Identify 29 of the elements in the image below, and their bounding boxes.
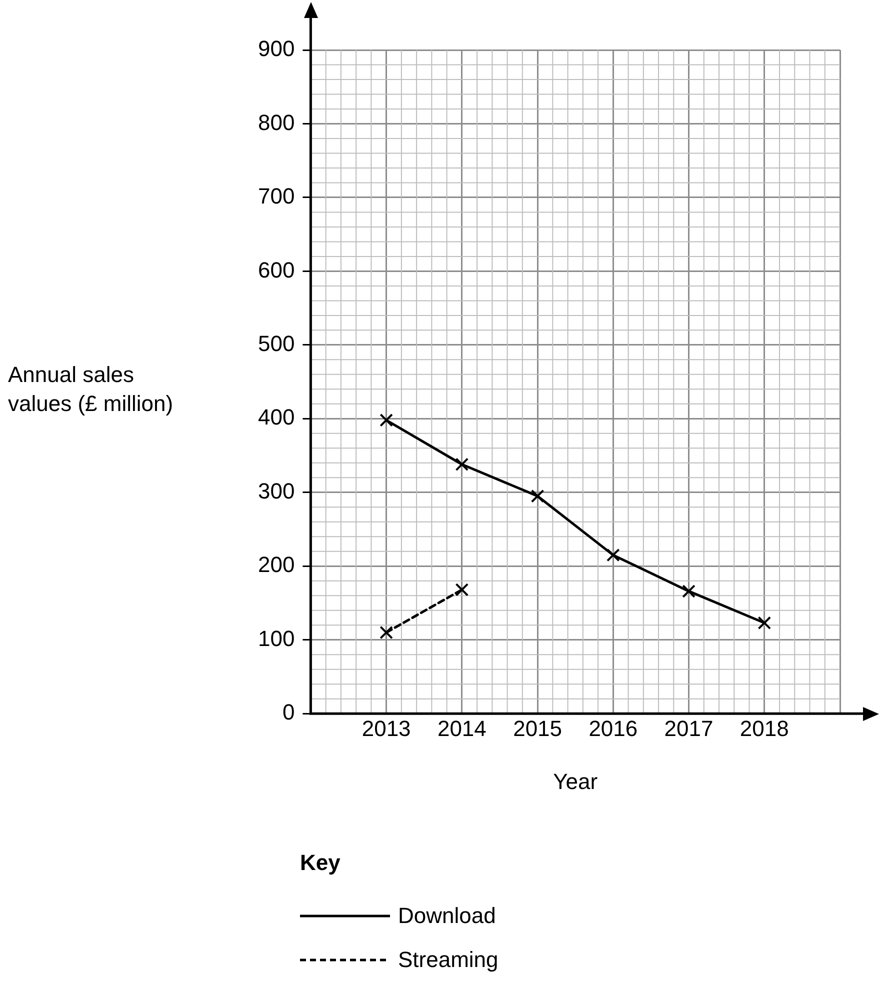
- y-tick-label: 900: [258, 36, 295, 62]
- y-tick-label: 800: [258, 110, 295, 135]
- legend-label: Download: [398, 903, 496, 929]
- x-tick-label: 2018: [740, 716, 789, 741]
- legend-title: Key: [300, 850, 342, 876]
- y-tick-label: 0: [282, 700, 295, 725]
- point: [606, 548, 620, 562]
- y-tick-label: 600: [258, 257, 295, 282]
- y-tick-label: 100: [258, 626, 295, 651]
- x-tick-label: 2015: [513, 716, 562, 741]
- point: [758, 616, 772, 630]
- y-axis-title: Annual sales values (£ million): [8, 361, 174, 418]
- x-axis-title: Year: [553, 768, 598, 795]
- point: [530, 489, 544, 503]
- y-tick-label: 400: [258, 404, 295, 430]
- point: [455, 583, 469, 596]
- x-tick-label: 2014: [437, 716, 486, 741]
- legend-label: Streaming: [398, 947, 498, 973]
- y-tick-label: 200: [258, 552, 295, 578]
- point: [380, 626, 393, 640]
- point: [682, 584, 696, 598]
- point: [380, 413, 393, 427]
- x-tick-label: 2017: [664, 716, 714, 741]
- y-tick-label: 500: [258, 330, 295, 356]
- y-tick-label: 700: [258, 184, 295, 209]
- x-tick-label: 2013: [362, 716, 411, 741]
- x-tick-label: 2016: [588, 716, 638, 741]
- point: [455, 458, 469, 472]
- y-tick-label: 300: [258, 478, 295, 504]
